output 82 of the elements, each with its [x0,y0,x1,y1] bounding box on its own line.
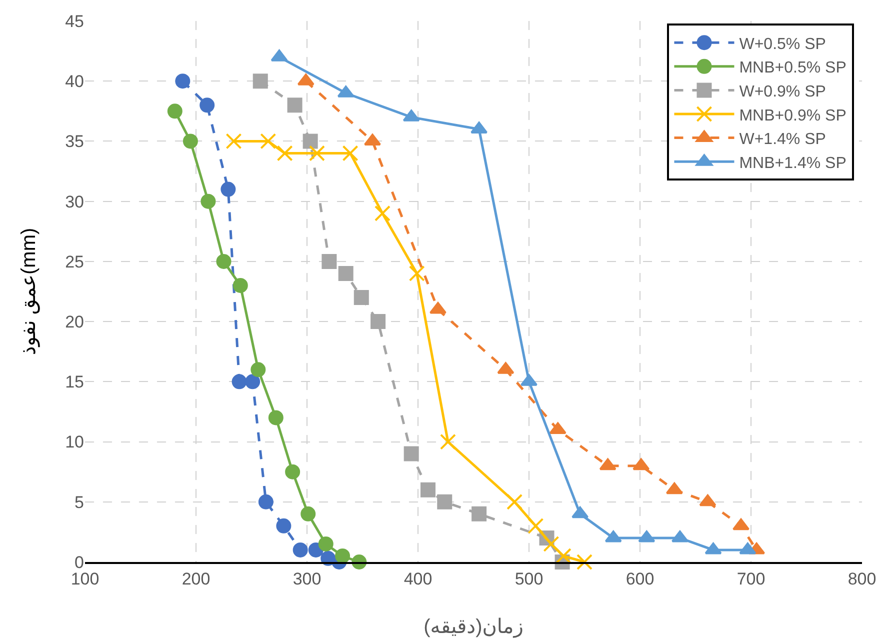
point [408,265,425,282]
point [671,530,688,542]
point [322,254,337,269]
y-tick-label: 0 [74,552,84,572]
y-tick-label: 15 [65,372,84,392]
point [182,134,198,149]
legend-label: W+1.4% SP [739,131,826,148]
point [342,145,358,162]
point [666,482,683,494]
point [167,104,182,119]
point [232,374,247,390]
x-tick-label: 600 [626,569,654,588]
point [308,145,325,162]
y-tick-label: 10 [65,432,84,452]
point [732,518,750,530]
y-tick-label: 25 [65,252,84,272]
point [175,74,190,89]
point [300,506,316,522]
point [576,554,592,570]
point [268,410,284,426]
point [276,145,293,162]
point [555,548,572,564]
y-tick-label: 40 [65,72,84,92]
legend-label: W+0.9% SP [739,83,826,100]
point [308,542,324,558]
point [632,458,650,470]
point [549,422,566,434]
point [260,133,276,150]
point [285,464,300,480]
point [572,506,589,518]
x-tick-label: 400 [404,569,432,588]
x-tick-label: 100 [70,569,100,588]
legend-label: W+0.5% SP [739,36,826,53]
point [506,494,523,510]
point [200,98,215,113]
x-tick-label: 700 [736,569,766,588]
point [404,446,419,462]
point [318,536,334,552]
y-tick-label: 45 [65,12,84,31]
y-tick-label: 20 [65,312,84,332]
y-axis-title: عمق نفوذ(mm) [18,228,40,356]
x-tick-label: 300 [292,569,322,588]
x-tick-label: 200 [182,569,210,588]
point [699,494,716,506]
legend-label: MNB+1.4% SP [739,154,846,172]
point [250,362,266,378]
y-tick-label: 35 [65,132,84,152]
point [335,548,350,564]
y-tick-label: 30 [65,192,84,212]
x-tick-label: 800 [848,569,876,588]
point [216,254,232,269]
point [302,134,318,149]
point [472,506,487,522]
point [440,434,456,450]
point [528,518,544,534]
point [420,482,436,498]
point [354,290,369,306]
point [232,278,248,293]
point [374,205,390,222]
point [258,494,274,510]
point [287,98,302,113]
point [252,74,268,89]
point [292,542,308,558]
point [604,530,622,542]
point [370,314,386,330]
y-tick-label: 5 [74,492,84,512]
legend-label: MNB+0.5% SP [739,60,846,77]
point [704,542,722,554]
point [220,182,236,197]
point [276,518,292,534]
x-axis-title: زمان(دقیقه) [424,616,524,638]
point [543,536,560,552]
x-tick-label: 500 [514,569,544,588]
point [638,530,656,542]
point [245,374,260,390]
point [437,494,452,510]
point [226,133,242,150]
point [338,266,354,281]
point [200,194,216,209]
legend-label: MNB+0.9% SP [739,107,846,124]
point [599,458,616,470]
point [739,542,756,554]
